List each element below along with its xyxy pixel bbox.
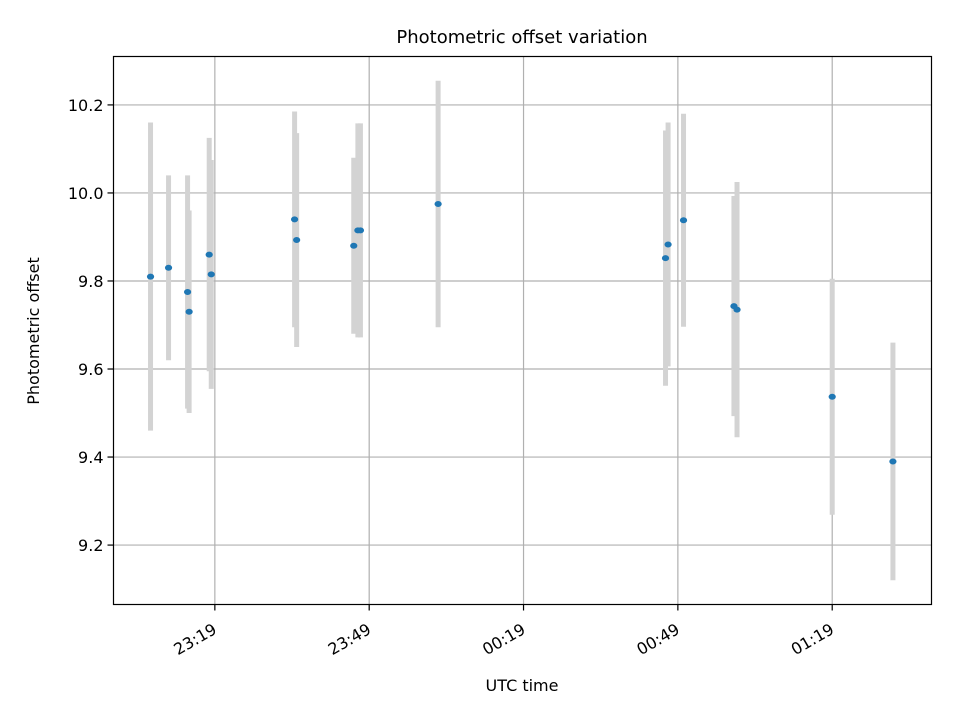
- y-tick-label: 9.6: [78, 360, 103, 379]
- y-tick-label: 9.2: [78, 536, 103, 555]
- plot-frame: [112, 55, 933, 606]
- data-point: [293, 237, 301, 244]
- data-point: [146, 273, 155, 280]
- data-point: [679, 217, 688, 224]
- marker-layer: [146, 200, 897, 465]
- y-tick-label: 9.8: [78, 272, 103, 291]
- x-axis-label: UTC time: [486, 676, 559, 695]
- data-point: [183, 288, 192, 295]
- y-tick-label: 10.0: [68, 184, 104, 203]
- data-point: [356, 227, 365, 234]
- chart-title: Photometric offset variation: [396, 27, 647, 48]
- data-point: [733, 306, 741, 313]
- y-tick-label: 10.2: [68, 96, 104, 115]
- data-point: [205, 251, 213, 258]
- y-axis-label: Photometric offset: [24, 257, 43, 405]
- data-point: [889, 458, 897, 465]
- data-point: [661, 255, 670, 262]
- data-point: [207, 271, 215, 278]
- y-tick-label: 9.4: [78, 448, 103, 467]
- data-point: [828, 393, 836, 400]
- data-point: [434, 200, 442, 207]
- data-point: [664, 241, 672, 248]
- data-point: [350, 242, 358, 249]
- data-point: [164, 264, 173, 271]
- data-point: [185, 308, 193, 315]
- data-point: [290, 216, 299, 223]
- y-tick-layer: 9.2 9.4 9.6 9.8 10.0 10.2: [68, 96, 114, 555]
